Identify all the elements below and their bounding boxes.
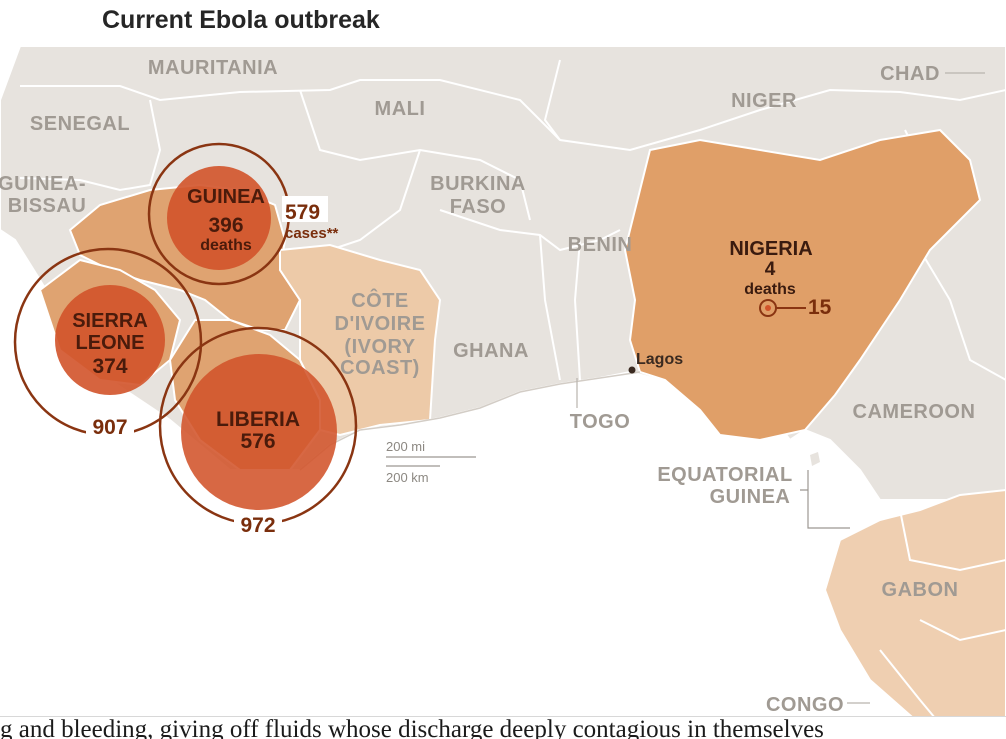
sierra-leone-outbreak: SIERRA LEONE 374 907 xyxy=(13,247,203,439)
map-svg: MAURITANIA MALI NIGER CHAD SENEGAL GUINE… xyxy=(0,45,1006,725)
liberia-outbreak: LIBERIA 576 972 xyxy=(158,326,358,537)
label-congo: CONGO xyxy=(766,694,844,716)
guinea-deaths-label: deaths xyxy=(200,237,252,254)
scale-bar: 200 mi 200 km xyxy=(386,439,476,485)
ebola-map: MAURITANIA MALI NIGER CHAD SENEGAL GUINE… xyxy=(0,45,1006,725)
sierra-leone-deaths-circle xyxy=(55,285,165,395)
coastline xyxy=(299,371,641,471)
nigeria-cases: 15 xyxy=(808,296,832,319)
label-mali: MALI xyxy=(375,98,426,120)
label-niger: NIGER xyxy=(731,90,797,112)
sierra-leone-name-2: LEONE xyxy=(76,332,145,354)
nigeria-deaths: 4 xyxy=(765,259,776,280)
label-cote-2: D'IVOIRE xyxy=(335,313,426,335)
guinea-outbreak: GUINEA 396 deaths 579 cases** xyxy=(147,142,339,286)
label-eq-guinea-2: GUINEA xyxy=(710,486,791,508)
lagos-dot xyxy=(628,366,636,374)
label-eq-guinea-1: EQUATORIAL xyxy=(657,464,792,486)
region-central-africa xyxy=(823,488,1006,725)
liberia-cases-bg xyxy=(234,512,282,536)
label-burkina-1: BURKINA xyxy=(430,173,526,195)
guinea-deaths: 396 xyxy=(208,214,243,237)
bioko-island xyxy=(810,452,820,466)
nigeria-deaths-label: deaths xyxy=(744,281,796,298)
label-guinea-bissau-2: BISSAU xyxy=(8,195,87,217)
label-ghana: GHANA xyxy=(453,340,529,362)
label-chad: CHAD xyxy=(880,63,940,85)
sierra-leone-name-1: SIERRA xyxy=(72,310,148,332)
label-benin: BENIN xyxy=(568,234,633,256)
eq-guinea-outline xyxy=(800,470,850,529)
scale-miles: 200 mi xyxy=(386,439,425,454)
region-nigeria xyxy=(623,128,982,442)
guinea-cases-bg xyxy=(282,196,328,222)
guinea-deaths-circle xyxy=(167,166,271,270)
lagos-marker: Lagos xyxy=(628,351,683,374)
sierra-leone-deaths: 374 xyxy=(92,355,127,378)
label-cote-4: COAST) xyxy=(340,357,420,379)
liberia-name: LIBERIA xyxy=(216,408,300,431)
label-senegal: SENEGAL xyxy=(30,113,130,135)
label-gabon: GABON xyxy=(882,579,959,601)
guinea-cases: 579 xyxy=(285,201,320,224)
scale-km: 200 km xyxy=(386,470,429,485)
label-cameroon: CAMEROON xyxy=(853,401,976,423)
label-burkina-2: FASO xyxy=(450,196,506,218)
guinea-cases-label: cases** xyxy=(285,225,339,242)
map-title: Current Ebola outbreak xyxy=(102,6,380,34)
liberia-deaths-circle xyxy=(181,354,337,510)
nigeria-outbreak: NIGERIA 4 deaths 15 xyxy=(729,238,831,319)
sierra-leone-cases-bg xyxy=(86,414,134,438)
label-guinea-bissau-1: GUINEA- xyxy=(0,173,86,195)
label-togo: TOGO xyxy=(570,411,631,433)
lagos-label: Lagos xyxy=(636,351,683,368)
liberia-deaths: 576 xyxy=(240,430,275,453)
guinea-name: GUINEA xyxy=(187,186,265,208)
label-cote-3: (IVORY xyxy=(344,336,415,358)
nigeria-deaths-dot xyxy=(765,305,771,311)
article-text: g and bleeding, giving off fluids whose … xyxy=(0,716,824,739)
label-cote-1: CÔTE xyxy=(351,288,409,312)
liberia-cases: 972 xyxy=(240,514,275,537)
nigeria-name: NIGERIA xyxy=(729,238,812,260)
article-text-strip: g and bleeding, giving off fluids whose … xyxy=(0,716,1006,739)
label-mauritania: MAURITANIA xyxy=(148,57,278,79)
sierra-leone-cases: 907 xyxy=(92,416,127,439)
